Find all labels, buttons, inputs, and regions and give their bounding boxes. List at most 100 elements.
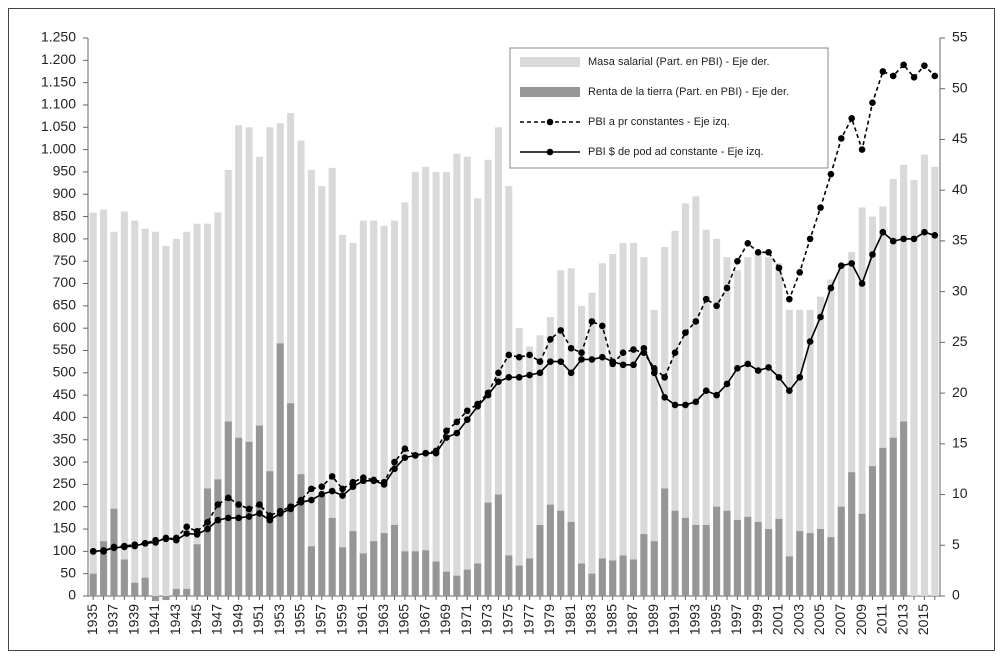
y-tick-label: 950 xyxy=(53,163,77,179)
line xyxy=(93,230,936,553)
point xyxy=(204,525,211,533)
y-tick-label: 850 xyxy=(53,207,77,223)
x-tick-label: 1939 xyxy=(125,604,141,635)
point xyxy=(256,501,263,508)
bar xyxy=(557,510,565,596)
legend-label: Renta de la tierra (Part. en PBI) - Eje … xyxy=(588,86,789,98)
bar xyxy=(152,596,160,602)
y-tick-label: 1.100 xyxy=(41,96,76,112)
bar xyxy=(640,257,648,596)
point xyxy=(837,135,845,142)
point xyxy=(453,418,461,426)
y-tick-label: 700 xyxy=(53,274,77,290)
bar xyxy=(713,506,721,596)
bar xyxy=(100,209,108,596)
x-tick-label: 1975 xyxy=(500,604,516,635)
x-tick-label: 1977 xyxy=(520,604,536,635)
x-tick-label: 1941 xyxy=(146,604,162,635)
point xyxy=(411,452,419,459)
bar xyxy=(349,531,357,596)
bar xyxy=(266,471,274,596)
bar xyxy=(515,565,523,596)
point xyxy=(921,62,928,69)
point xyxy=(661,373,668,381)
y-tick-label: 50 xyxy=(60,564,76,580)
bar xyxy=(785,309,793,596)
y-tick-label: 1.150 xyxy=(41,73,76,89)
bar xyxy=(276,343,284,596)
bar xyxy=(318,186,326,596)
bar xyxy=(339,234,347,596)
point xyxy=(505,373,513,381)
x-tick-label: 2013 xyxy=(894,604,910,635)
point xyxy=(869,99,876,107)
bar xyxy=(578,563,586,596)
bar xyxy=(349,242,357,597)
x-tick-label: 1987 xyxy=(624,604,640,635)
x-tick-label: 1971 xyxy=(458,604,474,635)
bar xyxy=(671,510,679,596)
point xyxy=(318,490,326,498)
point xyxy=(734,365,741,372)
bar xyxy=(567,268,575,596)
y-tick-label: 650 xyxy=(53,297,77,313)
bar xyxy=(629,559,638,596)
point xyxy=(183,530,191,537)
bar xyxy=(858,207,866,597)
y2-tick-label: 20 xyxy=(952,384,968,400)
x-tick-label: 2015 xyxy=(915,604,931,635)
bar xyxy=(629,242,638,597)
bar xyxy=(827,279,835,596)
y-tick-label: 900 xyxy=(53,185,77,201)
point xyxy=(515,373,523,381)
point xyxy=(609,358,617,365)
bar xyxy=(598,558,606,596)
point xyxy=(661,394,668,401)
point xyxy=(453,429,461,437)
bar xyxy=(619,555,627,596)
x-tick-label: 1995 xyxy=(707,604,723,635)
bar xyxy=(370,220,378,597)
bar xyxy=(837,506,845,596)
point xyxy=(858,280,866,287)
bar xyxy=(255,156,263,596)
bar xyxy=(339,547,347,596)
bar xyxy=(744,257,752,596)
bar xyxy=(131,582,139,596)
bar xyxy=(152,231,160,596)
point xyxy=(765,248,772,256)
bar xyxy=(203,223,212,597)
bar xyxy=(650,541,658,596)
point xyxy=(588,318,596,325)
bar xyxy=(453,575,461,596)
point xyxy=(921,228,928,236)
point xyxy=(152,539,159,546)
x-tick-label: 1953 xyxy=(271,604,287,635)
point xyxy=(879,228,887,236)
point xyxy=(702,387,710,394)
x-tick-label: 1983 xyxy=(583,604,599,635)
point xyxy=(744,240,752,247)
bar xyxy=(505,186,513,596)
bar xyxy=(723,257,731,596)
point xyxy=(640,344,648,352)
y-tick-label: 1.000 xyxy=(41,140,76,156)
bar xyxy=(100,541,108,596)
point xyxy=(578,356,585,363)
bar xyxy=(474,563,482,596)
point xyxy=(308,496,315,504)
bar xyxy=(411,171,419,597)
bar xyxy=(328,167,336,596)
bar xyxy=(775,518,783,596)
legend-swatch xyxy=(520,87,580,97)
bar xyxy=(806,533,814,596)
bar xyxy=(266,127,274,596)
point xyxy=(245,513,253,520)
x-tick-label: 2011 xyxy=(874,604,890,634)
bar xyxy=(120,211,128,596)
bar xyxy=(183,588,191,596)
bar xyxy=(765,529,773,596)
bar xyxy=(484,159,492,596)
bar xyxy=(920,154,928,596)
bar xyxy=(401,202,409,596)
